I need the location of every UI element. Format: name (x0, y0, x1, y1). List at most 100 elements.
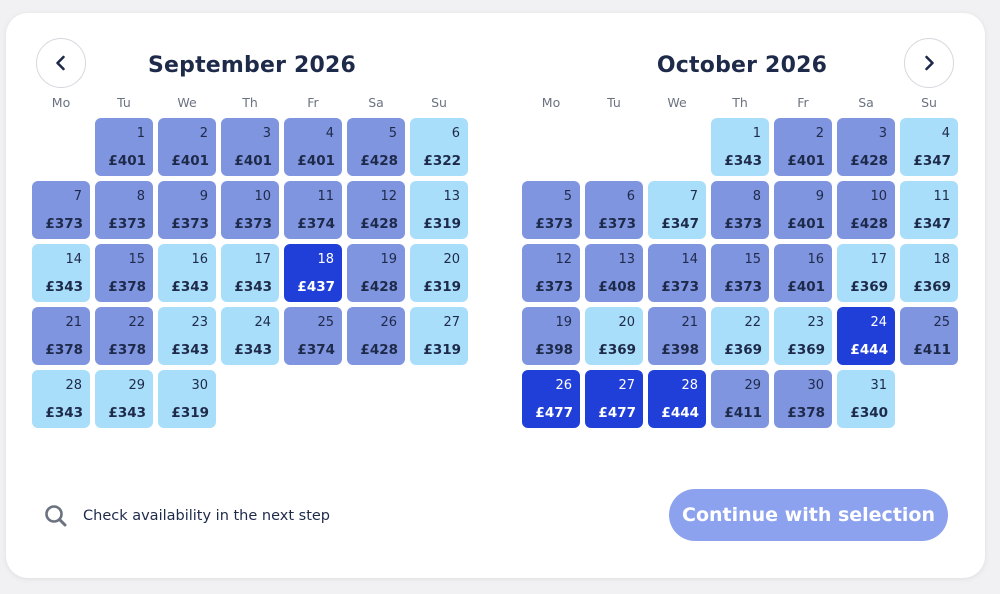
day-cell[interactable]: 18 £369 (900, 244, 958, 302)
day-cell[interactable]: 24 £343 (221, 307, 279, 365)
day-cell[interactable]: 22 £369 (711, 307, 769, 365)
day-cell[interactable]: 24 £444 (837, 307, 895, 365)
day-cell[interactable]: 7 £347 (648, 181, 706, 239)
day-price: £373 (535, 279, 573, 295)
day-cell[interactable]: 10 £373 (221, 181, 279, 239)
day-cell[interactable]: 20 £319 (410, 244, 468, 302)
day-price: £401 (787, 216, 825, 232)
day-price: £378 (108, 342, 146, 358)
day-number: 31 (870, 378, 887, 393)
day-cell[interactable]: 5 £373 (522, 181, 580, 239)
day-price: £437 (297, 279, 335, 295)
day-cell[interactable]: 8 £373 (95, 181, 153, 239)
day-cell[interactable]: 6 £373 (585, 181, 643, 239)
day-price: £343 (171, 342, 209, 358)
day-number: 9 (815, 189, 824, 204)
search-icon (45, 505, 67, 527)
day-cell[interactable]: 25 £374 (284, 307, 342, 365)
day-cell[interactable]: 1 £343 (711, 118, 769, 176)
day-number: 1 (752, 126, 761, 141)
day-cell[interactable]: 4 £401 (284, 118, 342, 176)
day-cell[interactable]: 17 £369 (837, 244, 895, 302)
day-cell[interactable]: 21 £378 (32, 307, 90, 365)
prev-month-button[interactable] (36, 38, 86, 88)
weekday-label: Sa (858, 95, 874, 110)
day-price: £444 (850, 342, 888, 358)
day-cell[interactable]: 30 £378 (774, 370, 832, 428)
day-cell[interactable]: 3 £428 (837, 118, 895, 176)
day-price: £401 (234, 153, 272, 169)
day-price: £428 (360, 279, 398, 295)
day-cell[interactable]: 19 £428 (347, 244, 405, 302)
day-cell[interactable]: 3 £401 (221, 118, 279, 176)
day-cell[interactable]: 19 £398 (522, 307, 580, 365)
day-number: 11 (317, 189, 334, 204)
day-cell[interactable]: 16 £401 (774, 244, 832, 302)
day-cell[interactable]: 25 £411 (900, 307, 958, 365)
day-cell[interactable]: 17 £343 (221, 244, 279, 302)
day-price: £374 (297, 342, 335, 358)
day-number: 4 (325, 126, 334, 141)
weekday-label: Su (921, 95, 937, 110)
month-october: October 2026 Mo Tu We Th Fr Sa Su 1 £343 2 £401 3 £… (522, 51, 962, 428)
day-cell[interactable]: 28 £444 (648, 370, 706, 428)
days-grid: 1 £401 2 £401 3 £401 4 £401 5 £428 6 £322 7 £373 8 £373… (32, 118, 472, 428)
day-cell[interactable]: 23 £343 (158, 307, 216, 365)
day-price: £444 (661, 405, 699, 421)
day-cell[interactable]: 26 £428 (347, 307, 405, 365)
day-cell[interactable]: 29 £343 (95, 370, 153, 428)
day-cell[interactable]: 28 £343 (32, 370, 90, 428)
day-price: £319 (423, 216, 461, 232)
day-cell[interactable]: 8 £373 (711, 181, 769, 239)
month-title: September 2026 (147, 53, 357, 78)
day-cell[interactable]: 22 £378 (95, 307, 153, 365)
day-cell[interactable]: 12 £373 (522, 244, 580, 302)
day-cell[interactable]: 15 £378 (95, 244, 153, 302)
day-cell[interactable]: 31 £340 (837, 370, 895, 428)
day-number: 10 (254, 189, 271, 204)
day-number: 18 (317, 252, 334, 267)
next-month-button[interactable] (904, 38, 954, 88)
day-cell[interactable]: 11 £374 (284, 181, 342, 239)
day-cell[interactable]: 26 £477 (522, 370, 580, 428)
day-cell[interactable]: 13 £319 (410, 181, 468, 239)
continue-button[interactable]: Continue with selection (669, 489, 948, 541)
day-number: 4 (941, 126, 950, 141)
day-cell[interactable]: 4 £347 (900, 118, 958, 176)
day-cell[interactable]: 18 £437 (284, 244, 342, 302)
day-cell[interactable]: 11 £347 (900, 181, 958, 239)
day-cell[interactable]: 29 £411 (711, 370, 769, 428)
day-cell[interactable]: 30 £319 (158, 370, 216, 428)
day-cell[interactable]: 13 £408 (585, 244, 643, 302)
day-cell[interactable]: 23 £369 (774, 307, 832, 365)
weekday-label: Tu (117, 95, 131, 110)
day-cell[interactable]: 16 £343 (158, 244, 216, 302)
day-number: 12 (380, 189, 397, 204)
day-cell[interactable]: 9 £401 (774, 181, 832, 239)
day-cell[interactable]: 7 £373 (32, 181, 90, 239)
day-cell[interactable]: 27 £319 (410, 307, 468, 365)
day-cell[interactable]: 14 £373 (648, 244, 706, 302)
day-price: £319 (423, 279, 461, 295)
day-number: 2 (815, 126, 824, 141)
day-number: 24 (870, 315, 887, 330)
day-cell[interactable]: 2 £401 (774, 118, 832, 176)
date-picker-card: September 2026 Mo Tu We Th Fr Sa Su 1 £401 2 £401… (6, 13, 985, 578)
day-cell[interactable]: 21 £398 (648, 307, 706, 365)
day-number: 17 (870, 252, 887, 267)
day-cell[interactable]: 5 £428 (347, 118, 405, 176)
day-cell[interactable]: 27 £477 (585, 370, 643, 428)
day-cell[interactable]: 1 £401 (95, 118, 153, 176)
day-cell[interactable]: 12 £428 (347, 181, 405, 239)
day-cell[interactable]: 15 £373 (711, 244, 769, 302)
day-price: £428 (360, 153, 398, 169)
day-number: 27 (618, 378, 635, 393)
day-cell[interactable]: 6 £322 (410, 118, 468, 176)
day-cell[interactable]: 10 £428 (837, 181, 895, 239)
day-cell[interactable]: 20 £369 (585, 307, 643, 365)
day-cell[interactable]: 9 £373 (158, 181, 216, 239)
day-number: 22 (128, 315, 145, 330)
weekday-header: Mo Tu We Th Fr Sa Su (32, 91, 472, 115)
day-cell[interactable]: 2 £401 (158, 118, 216, 176)
day-cell[interactable]: 14 £343 (32, 244, 90, 302)
